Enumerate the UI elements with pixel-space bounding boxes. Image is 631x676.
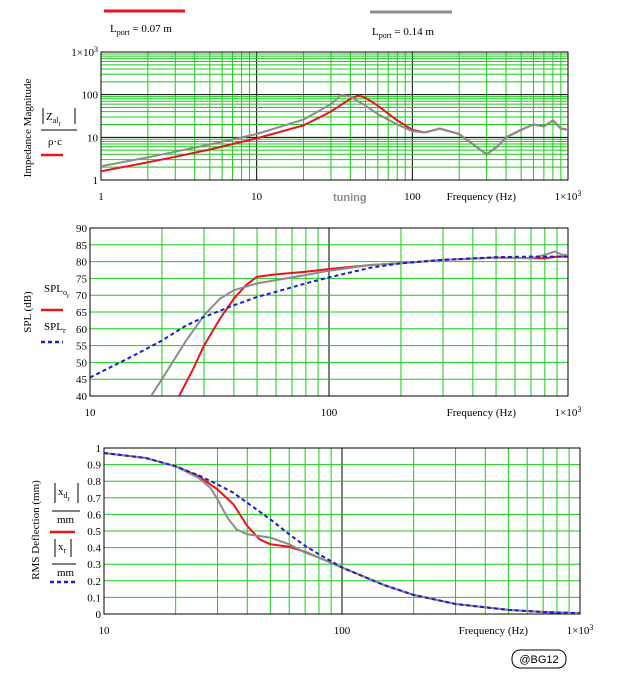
impedance-ylabel: Impedance Magnitude xyxy=(22,79,34,178)
impedance-legend-z: Zalr xyxy=(46,111,62,128)
spl-legend-red: SPLor xyxy=(44,283,70,300)
badge-text: @BG12 xyxy=(519,654,558,666)
legend-label-gray: Lport = 0.14 m xyxy=(372,26,434,40)
y-tick-label: 85 xyxy=(76,240,88,252)
y-tick-label: 65 xyxy=(76,307,88,319)
legend-label-red: Lport = 0.07 m xyxy=(110,23,172,37)
y-tick-label: 0.2 xyxy=(87,576,101,588)
y-tick-label: 100 xyxy=(82,90,99,102)
y-tick-label: 0.6 xyxy=(87,509,101,521)
x-axis-title: Frequency (Hz) xyxy=(459,625,529,637)
deflection-ylabel: RMS Deflection (mm) xyxy=(30,480,42,580)
x-tick-label: 10 xyxy=(85,407,97,419)
spl-plot: 10 100 1×103 Frequency (Hz) 40 45 50 55 60 65 70 75… xyxy=(76,223,581,419)
y-tick-label: 0.7 xyxy=(87,493,101,505)
badge-frame xyxy=(511,649,567,669)
y-tick-label: 0 xyxy=(96,609,102,621)
deflection-plot: 10 100 1×103 Frequency (Hz) 0 0.1 0.2 0.3 0.4 0.5… xyxy=(87,443,593,637)
y-tick-label: 45 xyxy=(76,374,88,386)
plot-frame xyxy=(89,227,569,397)
y-tick-label: 80 xyxy=(76,257,88,269)
spl-legend: SPLor SPLr xyxy=(41,283,70,344)
deflection-legend-x: xr xyxy=(58,541,67,555)
y-tick-label: 1×103 xyxy=(71,45,98,59)
y-tick-label: 1 xyxy=(96,443,102,455)
y-tick-label: 60 xyxy=(76,324,88,336)
tuning-annotation: tuning xyxy=(333,192,367,204)
y-tick-label: 0.9 xyxy=(87,460,101,472)
y-tick-label: 0.3 xyxy=(87,559,101,571)
x-tick-label: 1 xyxy=(98,191,104,203)
spl-legend-blue: SPLr xyxy=(44,321,66,335)
series-line-1 xyxy=(101,93,568,168)
x-tick-label: 100 xyxy=(321,407,338,419)
spl-ylabel: SPL (dB) xyxy=(22,291,34,333)
deflection-legend-mm1: mm xyxy=(57,514,75,526)
series-line-2 xyxy=(104,452,580,614)
x-tick-label: 10 xyxy=(251,191,263,203)
series-line-1 xyxy=(150,250,568,396)
deflection-legend-mm2: mm xyxy=(57,567,75,579)
impedance-plot: 1 10 100 1×103 Frequency (Hz) 1 10 100 1×103 xyxy=(71,45,581,203)
y-tick-label: 55 xyxy=(76,341,88,353)
plot-frame xyxy=(100,51,569,181)
y-tick-label: 75 xyxy=(76,273,88,285)
y-tick-label: 0.4 xyxy=(87,543,101,555)
y-tick-label: 50 xyxy=(76,357,88,369)
x-tick-label: 1×103 xyxy=(555,405,582,419)
x-tick-label: 100 xyxy=(334,625,351,637)
impedance-legend-rhoc: ρ·c xyxy=(48,136,62,148)
y-tick-label: 1 xyxy=(93,175,99,187)
x-tick-label: 1×103 xyxy=(555,189,582,203)
y-tick-label: 0.5 xyxy=(87,526,101,538)
y-tick-label: 0.1 xyxy=(87,592,101,604)
x-axis-title: Frequency (Hz) xyxy=(447,191,517,203)
deflection-legend: xdr mm xr mm xyxy=(50,483,80,584)
y-tick-label: 90 xyxy=(76,223,88,235)
y-tick-label: 0.8 xyxy=(87,476,101,488)
plot-frame xyxy=(103,447,581,615)
y-tick-label: 70 xyxy=(76,290,88,302)
impedance-legend: Zalr ρ·c xyxy=(41,108,77,157)
x-tick-label: 10 xyxy=(99,625,111,637)
series-line-0 xyxy=(178,255,568,396)
y-tick-label: 10 xyxy=(87,132,99,144)
series-line-2 xyxy=(90,255,568,379)
x-tick-label: 100 xyxy=(404,191,421,203)
x-tick-label: 1×103 xyxy=(567,623,594,637)
deflection-legend-xd: xdr xyxy=(58,486,71,503)
x-axis-title: Frequency (Hz) xyxy=(447,407,517,419)
y-tick-label: 40 xyxy=(76,391,88,403)
